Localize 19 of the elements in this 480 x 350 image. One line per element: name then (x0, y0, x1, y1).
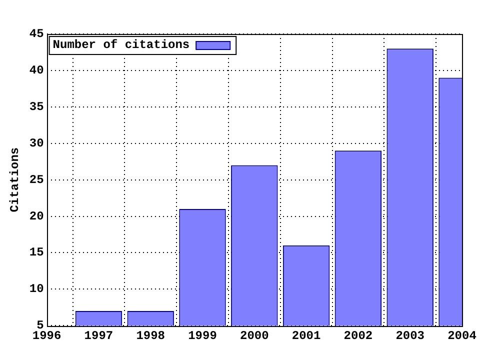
y-tick-label: 30 (29, 136, 44, 150)
x-tick-label: 2002 (344, 328, 373, 343)
x-tick-label: 1998 (136, 328, 166, 343)
x-tick-label: 2000 (240, 328, 269, 343)
y-tick-label: 10 (29, 282, 44, 296)
y-tick-label: 20 (29, 209, 44, 224)
y-tick-label: 40 (29, 63, 44, 78)
x-tick-label: 2001 (292, 328, 321, 343)
legend-label: Number of citations (52, 38, 190, 52)
x-tick-label: 1996 (32, 328, 62, 343)
x-tick-label: 2003 (396, 328, 425, 343)
x-tick-label: 1997 (84, 328, 114, 343)
y-tick-label: 45 (29, 27, 44, 42)
y-axis-title: Citations (8, 147, 22, 212)
y-tick-label: 15 (29, 246, 44, 260)
x-tick-label: 1999 (188, 328, 217, 343)
y-tick-label: 25 (29, 172, 44, 187)
y-tick-label: 35 (29, 100, 44, 114)
x-tick-label: 2004 (448, 328, 476, 343)
